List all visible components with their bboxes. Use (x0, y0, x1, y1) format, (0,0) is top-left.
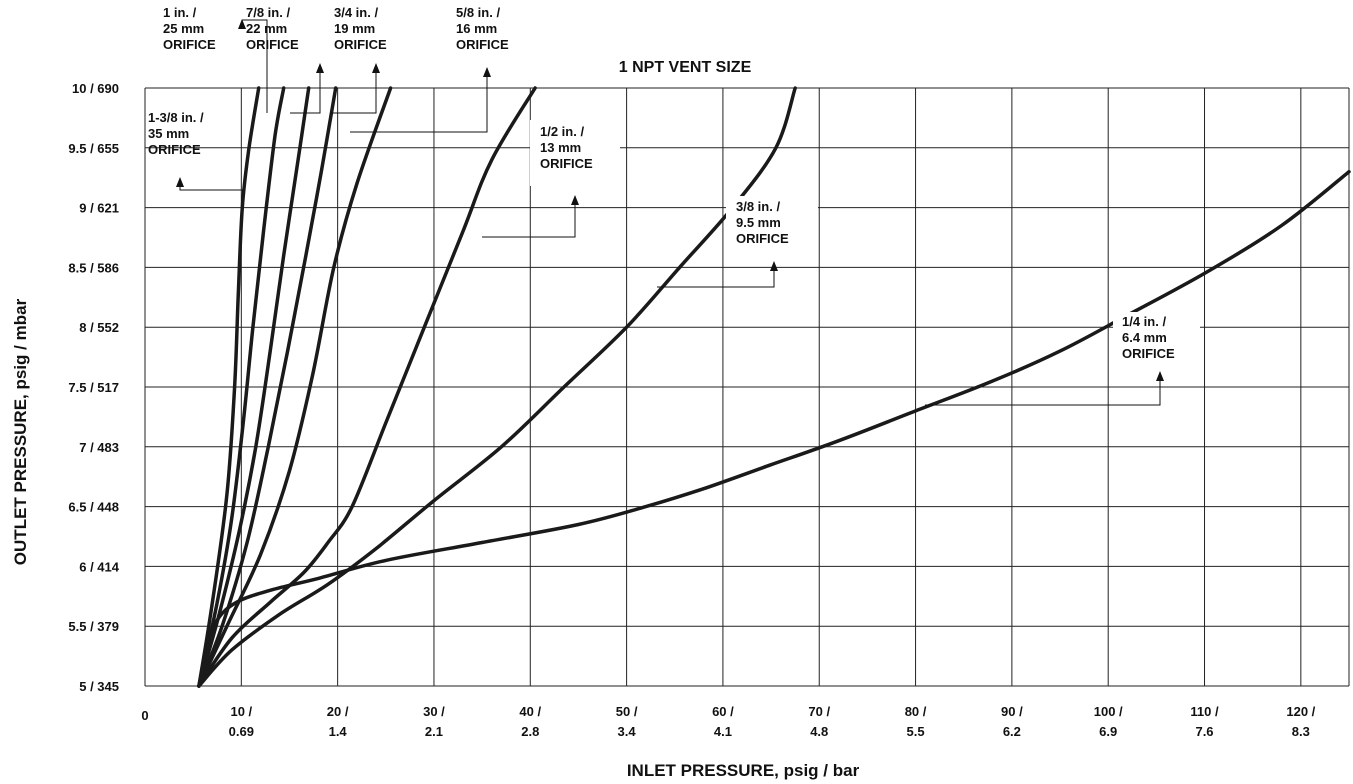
orifice-label: 3/8 in. /9.5 mm ORIFICE (736, 199, 789, 246)
label-background (530, 120, 620, 186)
y-tick-label: 7.5 / 517 (68, 380, 119, 395)
x-tick-label: 40 /2.8 (519, 704, 541, 739)
x-tick-label: 100 /6.9 (1094, 704, 1123, 739)
x-tick-label: 20 /1.4 (327, 704, 349, 739)
x-tick-label: 80 /5.5 (905, 704, 927, 739)
x-axis-title: INLET PRESSURE, psig / bar (627, 761, 860, 780)
orifice-label: 1/2 in. /13 mm ORIFICE (540, 124, 593, 171)
x-tick-label: 110 /7.6 (1190, 704, 1219, 739)
label-background (726, 196, 818, 256)
orifice-label: 3/4 in. /19 mm ORIFICE (334, 5, 387, 52)
y-tick-label: 9 / 621 (79, 201, 119, 216)
x-axis-ticks: 0 10 /0.69 20 /1.4 30 /2.1 40 /2.8 50 /3.4 60 … (141, 704, 1315, 739)
series-line-4 (197, 86, 393, 688)
leader-arrow (482, 195, 579, 238)
x-tick-label: 60 /4.1 (712, 704, 734, 739)
series-line-3 (197, 86, 338, 688)
leader-arrow (330, 63, 380, 114)
leader-arrow (925, 371, 1164, 406)
leader-arrow (176, 177, 243, 191)
y-tick-label: 6 / 414 (79, 559, 120, 574)
y-axis-ticks: 5 / 345 5.5 / 379 6 / 414 6.5 / 448 7 / 483 7… (68, 81, 119, 694)
leader-arrow (238, 19, 268, 113)
y-tick-label: 10 / 690 (72, 81, 119, 96)
leader-arrow (657, 261, 778, 288)
series-line-1 (197, 86, 286, 688)
y-tick-label: 8 / 552 (79, 320, 119, 335)
y-tick-label: 5.5 / 379 (68, 619, 119, 634)
grid (144, 87, 1350, 687)
x-tick-label: 90 /6.2 (1001, 704, 1023, 739)
orifice-label: 1-3/8 in. /35 mm ORIFICE (148, 110, 204, 157)
orifice-label: 1 in. /25 mm ORIFICE (163, 5, 216, 52)
x-tick-label: 10 /0.69 (229, 704, 254, 739)
leader-arrow (290, 63, 324, 114)
x-tick-label: 50 /3.4 (616, 704, 638, 739)
chart-title: 1 NPT VENT SIZE (619, 59, 752, 76)
series-line-0 (197, 86, 261, 688)
series-line-2 (197, 86, 311, 688)
series-line-5 (197, 86, 537, 688)
y-tick-label: 9.5 / 655 (68, 141, 119, 156)
x-tick-label: 0 (141, 708, 148, 723)
orifice-label: 5/8 in. /16 mm ORIFICE (456, 5, 509, 52)
orifice-labels: 1-3/8 in. /35 mm ORIFICE 1 in. /25 mm ORIFI… (148, 5, 1200, 406)
y-axis-title: OUTLET PRESSURE, psig / mbar (11, 298, 30, 565)
orifice-label: 1/4 in. /6.4 mm ORIFICE (1122, 314, 1175, 361)
x-tick-label: 30 /2.1 (423, 704, 445, 739)
leader-arrow (350, 67, 491, 133)
orifice-label: 7/8 in. /22 mm ORIFICE (246, 5, 299, 52)
y-tick-label: 5 / 345 (79, 679, 119, 694)
label-background (1113, 312, 1200, 368)
x-tick-label: 120 /8.3 (1286, 704, 1315, 739)
y-tick-label: 7 / 483 (79, 440, 119, 455)
x-tick-label: 70 /4.8 (808, 704, 830, 739)
y-tick-label: 6.5 / 448 (68, 500, 119, 515)
y-tick-label: 8.5 / 586 (68, 260, 119, 275)
